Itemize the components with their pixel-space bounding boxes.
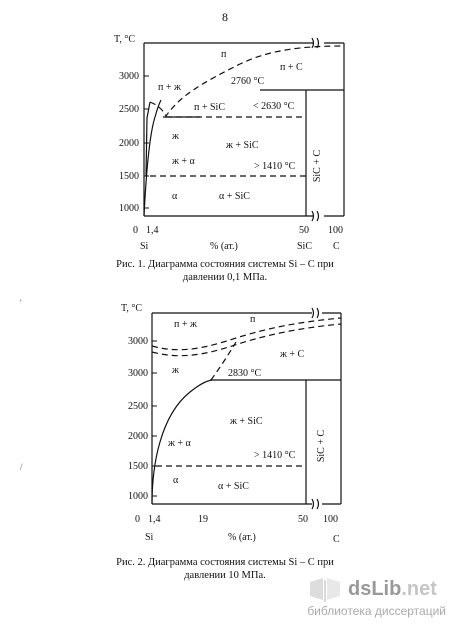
y-tick: 3000 — [128, 336, 148, 347]
x-tick: 50 — [298, 514, 308, 525]
y-tick: 3000 — [119, 71, 139, 82]
watermark-tagline: библиотека диссертаций — [307, 604, 446, 618]
region-label: ж — [171, 365, 179, 376]
x-tick: 50 — [299, 225, 309, 236]
x-bottom: Si — [140, 241, 149, 252]
margin-mark: / — [20, 462, 23, 472]
region-label: п — [250, 314, 256, 325]
watermark[interactable]: dsLib.net библиотека диссертаций — [268, 578, 446, 622]
region-label: ж — [171, 131, 179, 142]
region-label: ж + C — [279, 349, 305, 360]
region-label: п + ж — [174, 319, 197, 330]
x-origin: 0 — [135, 514, 140, 525]
x-tick: 100 — [328, 225, 343, 236]
y-tick: 3000 — [128, 368, 148, 379]
y-tick: 1500 — [119, 171, 139, 182]
watermark-logo: dsLib.net — [348, 578, 437, 600]
x-bottom: % (ат.) — [228, 532, 256, 543]
x-bottom: Si — [145, 532, 154, 543]
y-tick: 1000 — [128, 491, 148, 502]
x-bottom: SiC — [297, 241, 312, 252]
region-label: SiC + C — [316, 430, 327, 463]
y-axis-label: T, °C — [121, 303, 142, 314]
region-label: α + SiC — [219, 191, 250, 202]
x-bottom: % (ат.) — [210, 241, 238, 252]
y-axis-label: T, °C — [114, 34, 135, 45]
margin-mark: ' — [20, 298, 22, 308]
y-tick: 2500 — [119, 104, 139, 115]
dashed-lines — [149, 45, 345, 177]
region-label: α + SiC — [218, 481, 249, 492]
y-tick: 1500 — [128, 461, 148, 472]
temp-label: > 1410 °C — [254, 161, 296, 172]
region-label: α — [172, 191, 178, 202]
temp-label: < 2630 °C — [253, 101, 295, 112]
book-icon — [310, 578, 340, 602]
region-label: п + SiC — [194, 102, 225, 113]
region-label: п + C — [280, 62, 303, 73]
phase-diagram-2: 3000 3000 2500 2000 1500 1000 T, °C 0 1,… — [121, 303, 342, 545]
x-tick: 19 — [198, 514, 208, 525]
y-tick: 1000 — [119, 203, 139, 214]
x-origin: 0 — [133, 225, 138, 236]
region-label: ж + α — [171, 156, 196, 167]
solid-lines — [151, 379, 341, 505]
region-label: α — [173, 475, 179, 486]
temp-label: 2760 °C — [231, 76, 264, 87]
x-tick: 100 — [323, 514, 338, 525]
x-tick: 1,4 — [148, 514, 161, 525]
temp-label: > 1410 °C — [254, 450, 296, 461]
x-tick: 1,4 — [146, 225, 159, 236]
region-label: ж + SiC — [225, 140, 259, 151]
dashed-lines — [151, 317, 342, 467]
y-tick: 2000 — [119, 138, 139, 149]
region-label: SiC + C — [312, 150, 323, 183]
region-label: п + ж — [158, 82, 181, 93]
region-label: ж + SiC — [229, 416, 263, 427]
region-label: ж + α — [167, 438, 192, 449]
axes — [151, 307, 342, 510]
y-tick: 2500 — [128, 401, 148, 412]
figure-1-caption: Рис. 1. Диаграмма состояния системы Si –… — [116, 259, 334, 283]
y-tick: 2000 — [128, 431, 148, 442]
region-label: п — [221, 49, 227, 60]
temp-label: 2830 °C — [228, 368, 261, 379]
phase-diagram-1: 3000 2500 2000 1500 1000 T, °C 0 1,4 50 … — [114, 34, 345, 252]
page-number: 8 — [222, 10, 228, 24]
axes — [143, 37, 345, 222]
x-bottom: C — [333, 534, 340, 545]
x-bottom: C — [333, 241, 340, 252]
figure-2-caption: Рис. 2. Диаграмма состояния системы Si –… — [116, 557, 334, 581]
